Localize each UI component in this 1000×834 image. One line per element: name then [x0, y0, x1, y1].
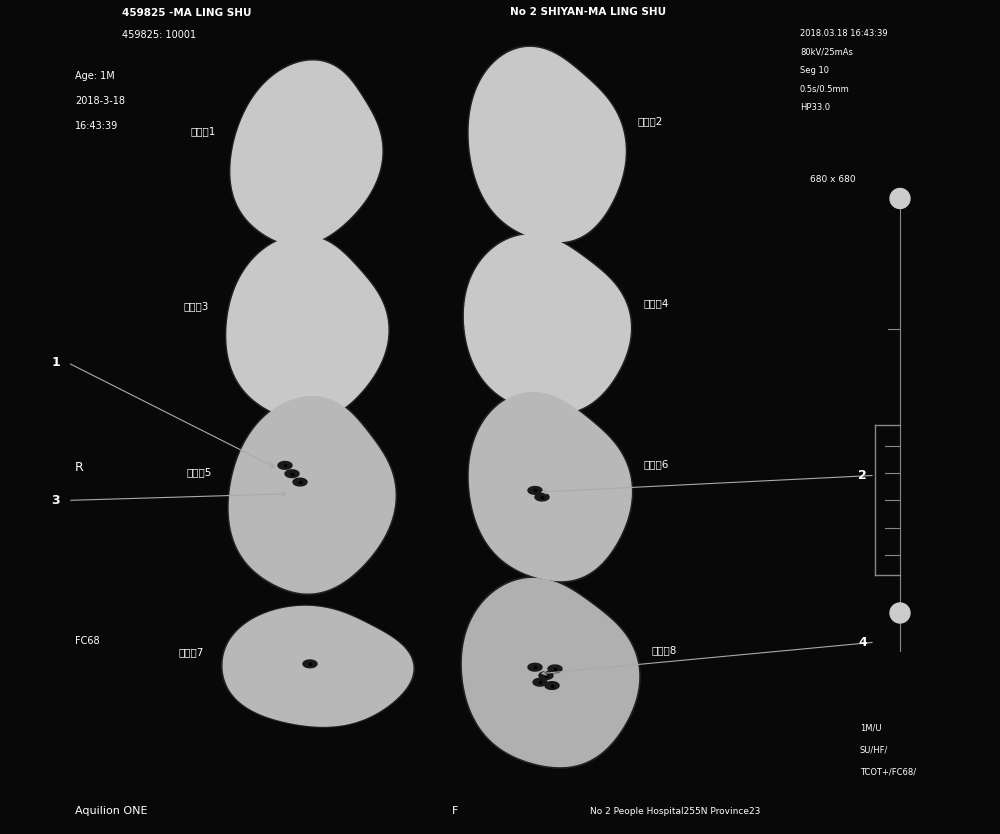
- Polygon shape: [461, 577, 640, 768]
- Text: 马鐵薯4: 马鐵薯4: [643, 298, 668, 308]
- Polygon shape: [533, 678, 547, 686]
- Text: 马鐵薯7: 马鐵薯7: [178, 647, 204, 657]
- Text: Seg 10: Seg 10: [800, 66, 829, 75]
- Polygon shape: [890, 188, 910, 208]
- Text: 2018.03.18 16:43:39: 2018.03.18 16:43:39: [800, 29, 888, 38]
- Text: SU/HF/: SU/HF/: [860, 746, 888, 755]
- Polygon shape: [285, 470, 299, 478]
- Polygon shape: [468, 46, 626, 244]
- Polygon shape: [528, 486, 542, 495]
- Polygon shape: [465, 235, 630, 413]
- Text: 3: 3: [51, 494, 60, 507]
- Text: 马鐵薯3: 马鐵薯3: [184, 301, 209, 311]
- Text: 1M/U: 1M/U: [860, 724, 882, 733]
- Polygon shape: [548, 665, 562, 673]
- Text: 2: 2: [858, 469, 867, 482]
- Polygon shape: [229, 397, 395, 593]
- Text: F: F: [452, 806, 458, 816]
- Polygon shape: [226, 234, 389, 422]
- Text: 80kV/25mAs: 80kV/25mAs: [800, 48, 853, 57]
- Polygon shape: [227, 236, 388, 420]
- Text: Age: 1M: Age: 1M: [75, 71, 115, 81]
- Text: 16:43:39: 16:43:39: [75, 121, 118, 131]
- Text: 马鐵薯5: 马鐵薯5: [187, 467, 212, 477]
- Polygon shape: [539, 671, 553, 680]
- Text: No 2 People Hospital255N Province23: No 2 People Hospital255N Province23: [590, 806, 760, 816]
- Polygon shape: [890, 603, 910, 623]
- Polygon shape: [535, 493, 549, 501]
- Polygon shape: [222, 605, 414, 727]
- Polygon shape: [463, 579, 639, 766]
- Polygon shape: [228, 395, 396, 595]
- Polygon shape: [230, 59, 383, 246]
- Text: 马鐵薯1: 马鐵薯1: [190, 126, 216, 136]
- Polygon shape: [463, 234, 632, 414]
- Polygon shape: [468, 391, 633, 582]
- Polygon shape: [278, 461, 292, 470]
- Text: 4: 4: [858, 636, 867, 649]
- Text: 1: 1: [51, 356, 60, 369]
- Text: No 2 SHIYAN-MA LING SHU: No 2 SHIYAN-MA LING SHU: [510, 7, 666, 17]
- Text: 马鐵薯6: 马鐵薯6: [644, 460, 669, 469]
- Text: HP33.0: HP33.0: [800, 103, 830, 112]
- Polygon shape: [231, 61, 382, 244]
- Text: 2018-3-18: 2018-3-18: [75, 96, 125, 106]
- Polygon shape: [545, 681, 559, 690]
- Polygon shape: [223, 606, 413, 726]
- Polygon shape: [293, 478, 307, 486]
- Text: 459825: 10001: 459825: 10001: [122, 30, 196, 40]
- Polygon shape: [303, 660, 317, 668]
- Polygon shape: [528, 663, 542, 671]
- Polygon shape: [469, 48, 625, 242]
- Text: 马鐵薯2: 马鐵薯2: [638, 117, 663, 127]
- Text: 459825 -MA LING SHU: 459825 -MA LING SHU: [122, 8, 252, 18]
- Text: 0.5s/0.5mm: 0.5s/0.5mm: [800, 84, 850, 93]
- Text: FC68: FC68: [75, 636, 100, 646]
- Text: 马鐵薯8: 马鐵薯8: [652, 646, 677, 655]
- Text: R: R: [75, 460, 84, 474]
- Text: Aquilion ONE: Aquilion ONE: [75, 806, 148, 816]
- Text: 680 x 680: 680 x 680: [810, 175, 856, 184]
- Text: TCOT+/FC68/: TCOT+/FC68/: [860, 767, 916, 776]
- Polygon shape: [469, 393, 631, 580]
